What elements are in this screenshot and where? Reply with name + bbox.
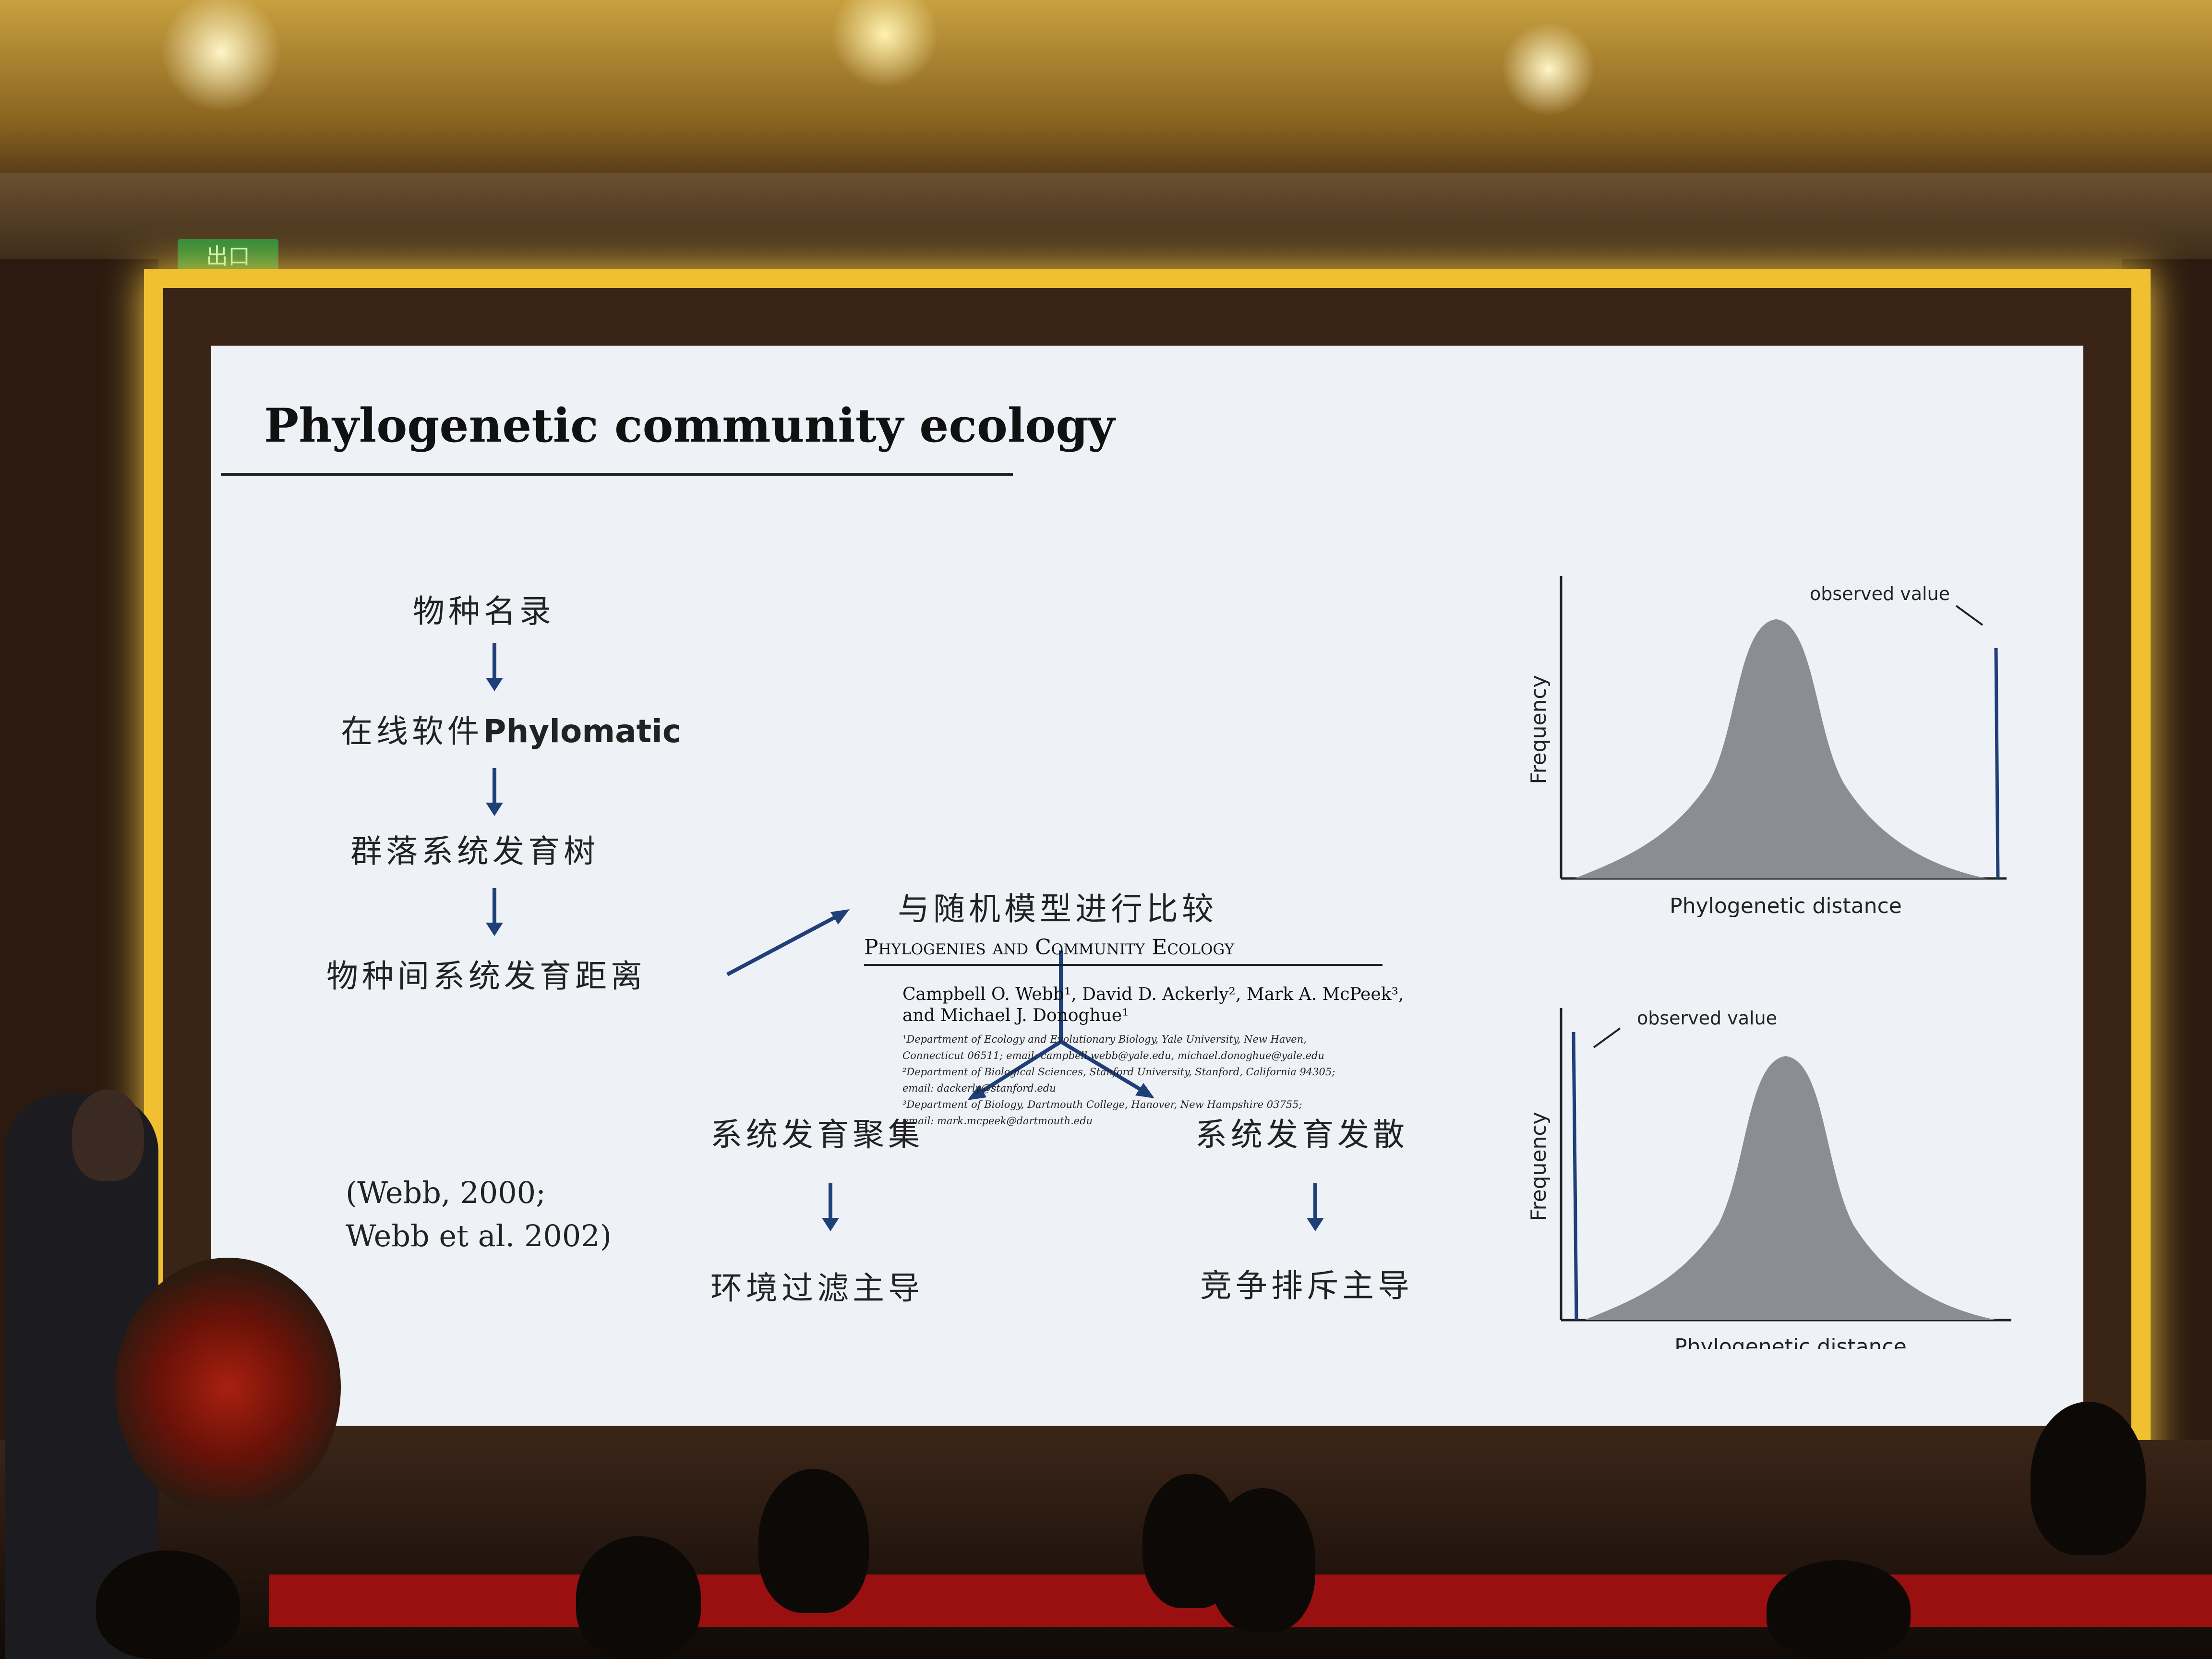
arrow-head-icon xyxy=(1135,1083,1154,1098)
environmental-filtering-label: 环境过滤主导 xyxy=(710,1270,924,1307)
audience-head xyxy=(576,1536,701,1659)
arrow-down-icon xyxy=(486,888,503,936)
title-underline xyxy=(221,473,1013,476)
branch-right-line xyxy=(1059,1040,1146,1094)
citation: (Webb, 2000; Webb et al. 2002) xyxy=(346,1175,612,1253)
arrow-down-icon xyxy=(822,1183,839,1231)
paper-authors-line: and Michael J. Donoghue¹ xyxy=(902,1006,1129,1025)
affiliation-line: email: mark.mcpeek@dartmouth.edu xyxy=(902,1115,1093,1127)
observed-value-line xyxy=(1994,648,2000,879)
branch-left-line xyxy=(975,1040,1062,1096)
arrow-down-icon xyxy=(1307,1183,1324,1231)
ceiling-lights xyxy=(0,0,2212,173)
flow-step-software-prefix: 在线软件 xyxy=(341,713,483,750)
affiliation-line: ²Department of Biological Sciences, Stan… xyxy=(902,1066,1335,1078)
flow-step-community-tree: 群落系统发育树 xyxy=(350,833,599,870)
null-distribution xyxy=(1584,1056,1997,1320)
arrow-down-icon xyxy=(486,768,503,816)
audience-head xyxy=(2031,1402,2146,1555)
affiliation-line: ³Department of Biology, Dartmouth Colleg… xyxy=(902,1099,1302,1110)
pointer-arrow-icon xyxy=(1593,1027,1621,1048)
presenter-head xyxy=(72,1090,144,1181)
affiliation-line: ¹Department of Ecology and Evolutionary … xyxy=(902,1034,1307,1045)
observed-value-line xyxy=(1572,1032,1578,1321)
competitive-exclusion-label: 竞争排斥主导 xyxy=(1200,1267,1413,1304)
flow-step-phylo-distance: 物种间系统发育距离 xyxy=(326,958,646,995)
affiliation-line: email: dackerly@stanford.edu xyxy=(902,1082,1056,1094)
paper-affiliations: ¹Department of Ecology and Evolutionary … xyxy=(902,1031,1431,1129)
x-axis-label: Phylogenetic distance xyxy=(1674,1334,1907,1349)
flow-step-software: 在线软件Phylomatic xyxy=(341,706,681,752)
paper-title: Phylogenies and Community Ecology xyxy=(864,935,1235,960)
flow-step-species-list: 物种名录 xyxy=(413,593,555,630)
paper-authors: Campbell O. Webb¹, David D. Ackerly², Ma… xyxy=(902,984,1431,1026)
arrow-head-icon xyxy=(830,909,850,925)
phylo-clustering-label: 系统发育聚集 xyxy=(710,1116,924,1153)
y-axis-label: Frequency xyxy=(1527,675,1551,784)
paper-authors-line: Campbell O. Webb¹, David D. Ackerly², Ma… xyxy=(902,985,1404,1004)
y-axis-label: Frequency xyxy=(1527,1112,1551,1221)
arrow-head-icon xyxy=(967,1085,986,1100)
paper-title-rule xyxy=(864,964,1382,966)
diagonal-arrow-line xyxy=(726,910,846,976)
audience-head xyxy=(758,1469,869,1613)
ceiling-soffit xyxy=(0,173,2212,269)
null-distribution xyxy=(1575,619,1987,878)
audience-head xyxy=(96,1551,240,1659)
top-distribution-chart: observed value Phylogenetic distance Fre… xyxy=(1527,576,2007,917)
flow-step-software-name: Phylomatic xyxy=(483,713,681,750)
phylo-overdispersion-label: 系统发育发散 xyxy=(1195,1116,1408,1153)
x-axis-label: Phylogenetic distance xyxy=(1670,894,1902,917)
arrow-down-icon xyxy=(486,643,503,691)
pointer-arrow-icon xyxy=(1955,605,1984,626)
podium-flowers xyxy=(115,1258,341,1517)
audience-head xyxy=(1767,1560,1911,1659)
observed-value-label: observed value xyxy=(1637,1008,1777,1029)
exit-sign: 出口 xyxy=(178,239,278,274)
audience-head xyxy=(1210,1488,1315,1632)
affiliation-line: Connecticut 06511; email: campbell.webb@… xyxy=(902,1050,1324,1061)
projection-screen: Phylogenetic community ecology 物种名录 在线软件… xyxy=(211,346,2083,1426)
observed-value-label: observed value xyxy=(1810,583,1950,604)
slide-title: Phylogenetic community ecology xyxy=(264,398,1115,453)
bottom-distribution-chart: observed value Phylogenetic distance Fre… xyxy=(1527,1008,2011,1349)
compare-random-model: 与随机模型进行比较 xyxy=(898,890,1217,927)
